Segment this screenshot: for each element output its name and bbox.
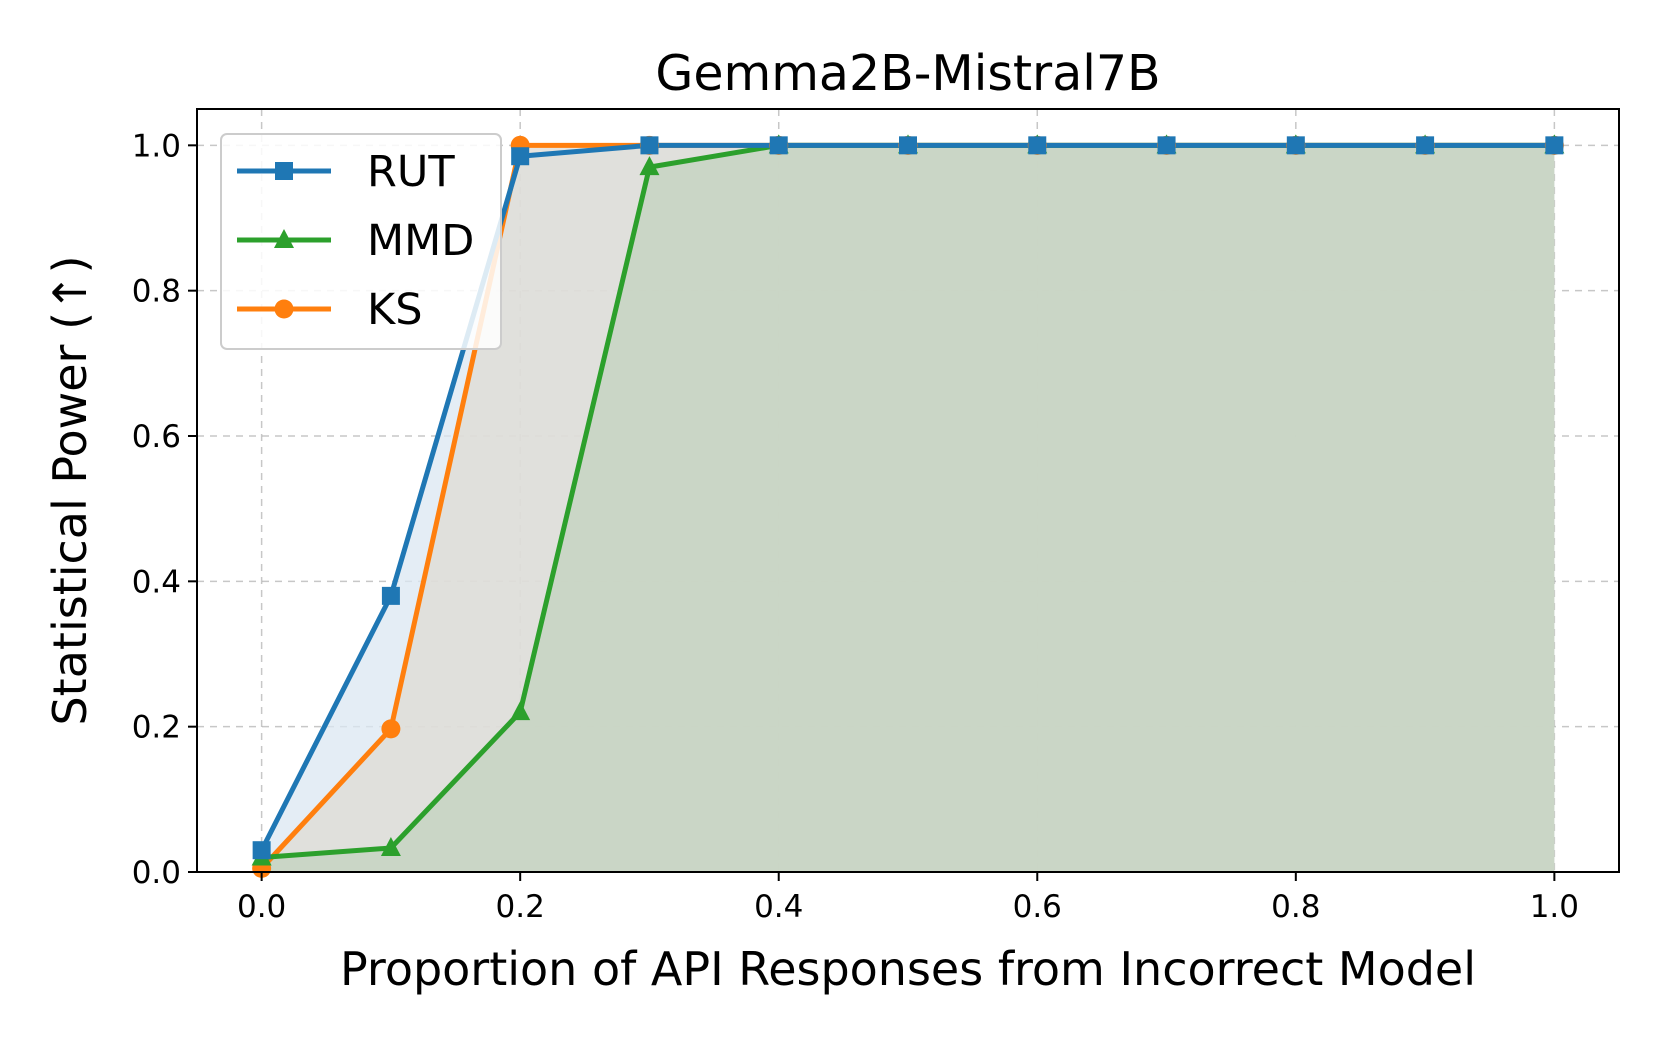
point-mmd	[510, 701, 531, 721]
area-fills	[261, 145, 1555, 873]
y-tick-label: 0.0	[132, 855, 181, 891]
point-rut	[1416, 136, 1435, 155]
legend-label-rut: RUT	[367, 147, 455, 197]
area-mmd	[261, 145, 1555, 873]
point-rut	[511, 147, 530, 166]
point-rut	[1286, 136, 1305, 155]
legend-label-mmd: MMD	[367, 216, 474, 266]
point-rut	[252, 841, 271, 860]
x-axis-title: Proportion of API Responses from Incorre…	[340, 942, 1476, 996]
chart-title: Gemma2B-Mistral7B	[655, 45, 1160, 102]
legend-marker-ks	[274, 299, 294, 319]
y-tick-label: 0.8	[132, 274, 181, 310]
x-tick-label: 1.0	[1530, 889, 1579, 925]
axis-ticks: 0.0 0.2 0.4 0.6 0.8 1.0 0.0 0.2 0.4 0.6 0.8 1.0	[132, 128, 1579, 925]
point-mmd	[380, 837, 401, 857]
y-tick-label: 0.2	[132, 710, 181, 746]
point-ks	[381, 719, 401, 739]
y-tick-label: 0.6	[132, 419, 181, 455]
point-rut	[381, 586, 400, 605]
series-markers	[251, 134, 1565, 878]
point-rut	[1545, 136, 1564, 155]
y-tick-label: 1.0	[132, 128, 181, 164]
point-rut	[1157, 136, 1176, 155]
x-tick-label: 0.4	[754, 889, 803, 925]
legend-marker-mmd	[274, 229, 294, 248]
y-axis-title: Statistical Power (↑)	[43, 255, 97, 725]
point-rut	[769, 136, 788, 155]
y-tick-label: 0.4	[132, 564, 181, 600]
x-tick-label: 0.2	[496, 889, 545, 925]
legend: RUT MMD KS	[220, 133, 502, 350]
point-rut	[640, 136, 659, 155]
x-tick-label: 0.8	[1271, 889, 1320, 925]
legend-marker-rut	[275, 162, 293, 180]
x-tick-label: 0.6	[1013, 889, 1062, 925]
x-tick-label: 0.0	[237, 889, 286, 925]
legend-box	[220, 133, 502, 350]
legend-label-ks: KS	[367, 285, 423, 335]
plot-frame	[196, 108, 1620, 873]
point-rut	[899, 136, 917, 155]
point-mmd	[639, 156, 660, 176]
point-rut	[1028, 136, 1047, 155]
